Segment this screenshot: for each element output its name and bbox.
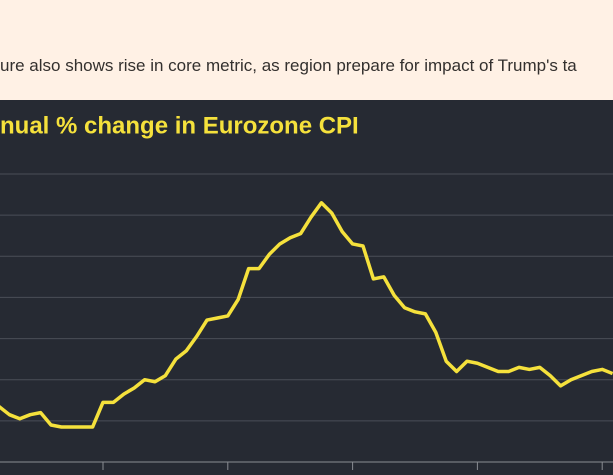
article-text: ure also shows rise in core metric, as r… [0, 56, 577, 75]
series-line [0, 201, 613, 429]
chart: nual % change in Eurozone CPI [0, 100, 613, 475]
article-strip: ure also shows rise in core metric, as r… [0, 0, 613, 100]
chart-title: nual % change in Eurozone CPI [0, 112, 359, 139]
chart-background [0, 100, 613, 475]
